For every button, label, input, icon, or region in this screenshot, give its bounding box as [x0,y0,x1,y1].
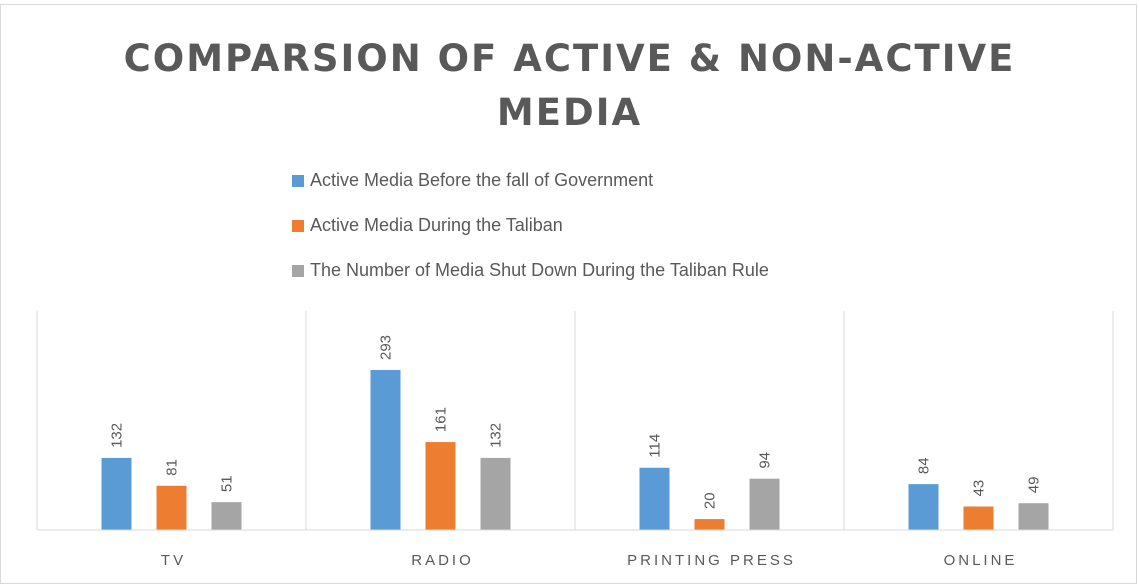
data-label: 84 [916,457,933,474]
data-label: 81 [164,459,181,476]
legend-item: The Number of Media Shut Down During the… [292,248,769,293]
bar [963,506,994,530]
data-label: 132 [109,423,126,448]
data-label: 20 [702,492,719,509]
legend-swatch-series-1 [292,174,304,187]
chart-frame [0,4,1137,584]
data-label: 293 [378,335,395,360]
legend-label-series-2: Active Media During the Taliban [310,215,563,235]
x-tick-label: RADIO [411,552,474,569]
bar [749,478,780,530]
data-label: 49 [1026,477,1043,494]
data-label: 43 [971,480,988,497]
legend-item: Active Media During the Taliban [292,203,769,248]
chart-title: COMPARSION OF ACTIVE & NON-ACTIVE MEDIA [123,37,1016,134]
legend-swatch-series-3 [292,264,304,277]
bar [211,502,242,530]
legend-label-series-1: Active Media Before the fall of Governme… [310,170,654,190]
x-tick-label: ONLINE [944,552,1018,569]
data-label: 161 [433,407,450,432]
bar [908,484,939,530]
data-label: 132 [488,423,505,448]
bar [101,457,132,530]
bar [480,457,511,530]
data-label: 51 [219,475,236,492]
legend-label-series-3: The Number of Media Shut Down During the… [310,260,769,280]
bar [156,485,187,530]
bar [370,370,401,530]
chart-legend: Active Media Before the fall of Governme… [292,158,769,293]
bar [1018,503,1049,530]
x-tick-label: PRINTING PRESS [627,552,796,569]
data-label: 94 [757,452,774,469]
legend-swatch-series-2 [292,219,304,232]
data-label: 114 [647,434,664,458]
bar [694,519,725,530]
bar [425,442,456,530]
x-tick-label: TV [161,552,186,569]
legend-item: Active Media Before the fall of Governme… [292,158,769,203]
bar [639,467,670,530]
